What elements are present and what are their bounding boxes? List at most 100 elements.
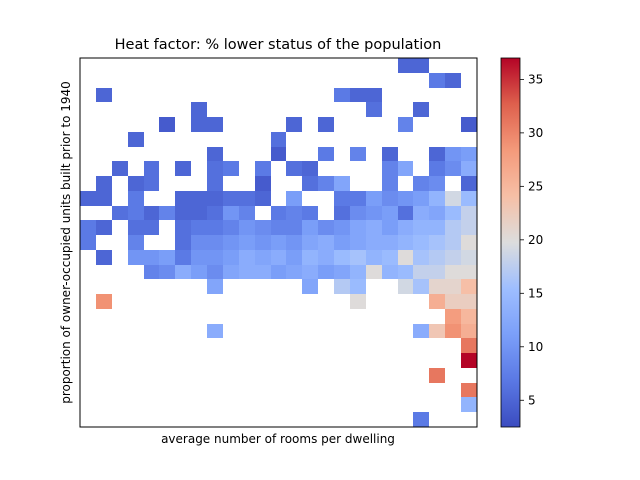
colorbar: 5 10 15 20 25 30 35 <box>500 57 543 428</box>
heatmap-cell <box>334 176 350 191</box>
heatmap-cell <box>318 235 334 250</box>
heatmap-cell <box>175 206 191 220</box>
heatmap-cell <box>413 206 429 220</box>
heatmap-cell <box>429 250 445 265</box>
heatmap-cell <box>461 265 477 279</box>
heatmap-cell <box>286 250 302 265</box>
heatmap-cell <box>318 250 334 265</box>
heatmap-cell <box>334 191 350 206</box>
heatmap-cell <box>175 161 191 176</box>
heatmap-cell <box>128 250 144 265</box>
heatmap-cell <box>128 176 144 191</box>
heatmap-cell <box>461 176 477 191</box>
heatmap-cell <box>255 250 271 265</box>
heatmap-cell <box>461 279 477 294</box>
heatmap-cell <box>334 220 350 235</box>
heatmap-cell <box>255 161 271 176</box>
heatmap-cell <box>255 220 271 235</box>
heatmap-cell <box>350 250 366 265</box>
heatmap-cell <box>207 250 223 265</box>
heatmap-cell <box>366 235 382 250</box>
heatmap-cell <box>334 265 350 279</box>
heatmap-cell <box>286 161 302 176</box>
heatmap-cell <box>445 279 461 294</box>
heatmap-cell <box>429 324 445 338</box>
heatmap-cell <box>191 191 207 206</box>
heatmap-cell <box>128 220 144 235</box>
heatmap-cell <box>413 191 429 206</box>
heatmap-cell <box>413 176 429 191</box>
heatmap-cell <box>413 250 429 265</box>
heatmap-cell <box>382 235 398 250</box>
heatmap-cell <box>175 220 191 235</box>
heatmap-cell <box>429 147 445 161</box>
heatmap-cell <box>350 279 366 294</box>
heatmap-cell <box>223 250 239 265</box>
y-axis-label: proportion of owner-occupied units built… <box>59 81 73 404</box>
colorbar-tick-label: 5 <box>528 393 536 407</box>
heatmap-cell <box>175 191 191 206</box>
heatmap-cell <box>191 235 207 250</box>
heatmap-cell <box>302 279 318 294</box>
heatmap-cell <box>286 220 302 235</box>
colorbar-tick-label: 25 <box>528 179 543 193</box>
heatmap-cell <box>382 161 398 176</box>
heatmap-cell <box>366 250 382 265</box>
heatmap-cell <box>175 250 191 265</box>
heatmap-cell <box>302 176 318 191</box>
heatmap-cell <box>207 220 223 235</box>
heatmap-cell <box>350 191 366 206</box>
heatmap-cell <box>239 265 255 279</box>
heatmap-cell <box>350 294 366 309</box>
colorbar-tick-label: 20 <box>528 233 543 247</box>
heatmap-cell <box>366 191 382 206</box>
heatmap-cell <box>286 265 302 279</box>
heatmap-cells <box>80 58 477 427</box>
heatmap-cell <box>429 265 445 279</box>
heatmap-cell <box>382 147 398 161</box>
heatmap-cell <box>271 250 286 265</box>
heatmap-cell <box>366 265 382 279</box>
heatmap-cell <box>445 235 461 250</box>
heatmap-cell <box>80 235 96 250</box>
heatmap-cell <box>255 191 271 206</box>
heatmap-cell <box>128 206 144 220</box>
heatmap-cell <box>144 161 159 176</box>
heatmap-cell <box>461 220 477 235</box>
heatmap-cell <box>429 206 445 220</box>
heatmap-cell <box>429 294 445 309</box>
colorbar-tick-label: 15 <box>528 286 543 300</box>
heatmap-cell <box>191 206 207 220</box>
heatmap-cell <box>207 117 223 132</box>
heatmap-cell <box>191 220 207 235</box>
heatmap-cell <box>159 206 175 220</box>
heatmap-cell <box>445 324 461 338</box>
heatmap-cell <box>191 250 207 265</box>
heatmap-cell <box>429 161 445 176</box>
heatmap-cell <box>350 206 366 220</box>
heatmap-cell <box>286 206 302 220</box>
heatmap-cell <box>175 265 191 279</box>
plot-frame <box>79 57 478 428</box>
heatmap-cell <box>445 220 461 235</box>
heatmap-cell <box>398 235 413 250</box>
heatmap-cell <box>334 88 350 102</box>
heatmap-cell <box>96 250 112 265</box>
heatmap-cell <box>271 220 286 235</box>
heatmap-cell <box>207 191 223 206</box>
heatmap-cell <box>112 161 128 176</box>
heatmap-cell <box>286 235 302 250</box>
heatmap-cell <box>398 206 413 220</box>
heatmap-cell <box>128 191 144 206</box>
heatmap-cell <box>223 265 239 279</box>
heatmap-cell <box>318 147 334 161</box>
heatmap-cell <box>207 279 223 294</box>
heatmap-cell <box>429 73 445 88</box>
heatmap-cell <box>159 265 175 279</box>
colorbar-gradient <box>500 57 521 428</box>
heatmap-cell <box>350 220 366 235</box>
heatmap-cell <box>398 220 413 235</box>
heatmap-cell <box>461 235 477 250</box>
heatmap-cell <box>96 220 112 235</box>
heatmap-cell <box>382 176 398 191</box>
